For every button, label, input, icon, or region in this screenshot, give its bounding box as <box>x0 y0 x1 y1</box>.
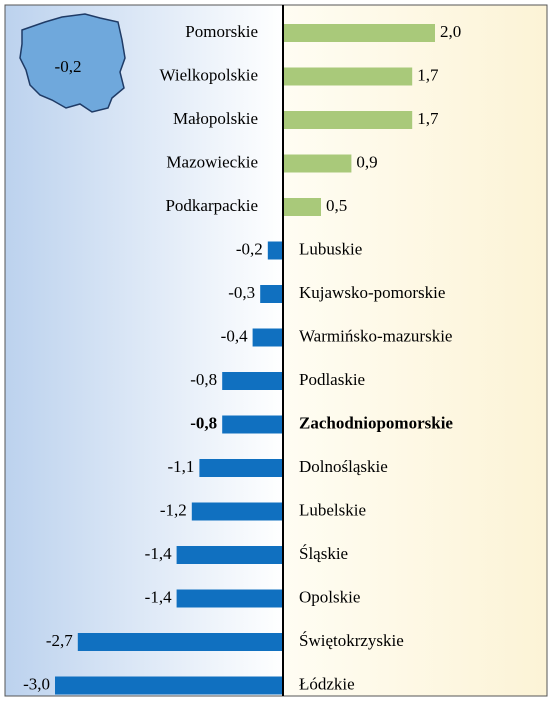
value-label: -3,0 <box>23 674 50 693</box>
frame <box>4 4 548 697</box>
value-label: 0,9 <box>356 152 377 171</box>
bar <box>222 415 283 434</box>
category-label: Śląskie <box>299 544 348 563</box>
bar <box>283 24 435 42</box>
poland-map <box>19 13 126 113</box>
bar <box>176 546 283 564</box>
value-label: -1,2 <box>160 500 187 519</box>
category-label: Podlaskie <box>299 370 365 389</box>
left-panel <box>5 5 283 696</box>
category-label: Mazowieckie <box>166 152 258 171</box>
value-label: -0,4 <box>221 326 248 345</box>
value-label: 2,0 <box>440 22 461 41</box>
bar <box>267 241 283 260</box>
category-label: Lubuskie <box>299 239 362 258</box>
category-label: Kujawsko-pomorskie <box>299 283 445 302</box>
value-label: 1,7 <box>417 65 439 84</box>
category-label: Opolskie <box>299 587 360 606</box>
bar <box>260 285 283 303</box>
category-label: Podkarpackie <box>165 196 258 215</box>
bar <box>283 198 321 216</box>
bar <box>77 633 283 651</box>
value-label: -2,7 <box>46 631 73 650</box>
value-label: -0,2 <box>236 239 263 258</box>
bar <box>252 328 283 347</box>
category-label: Małopolskie <box>173 109 258 128</box>
category-label: Łódzkie <box>299 674 355 693</box>
category-label: Wielkopolskie <box>160 65 258 84</box>
value-label: -0,8 <box>190 413 217 432</box>
category-label: Dolnośląskie <box>299 457 388 476</box>
bar <box>283 67 413 86</box>
bar <box>283 111 413 129</box>
category-label: Lubelskie <box>299 500 366 519</box>
category-label: Warmińsko-mazurskie <box>299 326 452 345</box>
value-label: 1,7 <box>417 109 439 128</box>
bar <box>283 154 352 173</box>
value-label: -1,1 <box>167 457 194 476</box>
category-label: Świętokrzyskie <box>299 631 404 650</box>
annotation: -0,2 <box>55 57 82 76</box>
value-label: -1,4 <box>145 544 172 563</box>
value-label: 0,5 <box>326 196 347 215</box>
category-label: Pomorskie <box>185 22 258 41</box>
category-label: Zachodniopomorskie <box>299 413 453 432</box>
bar <box>191 502 283 521</box>
value-label: -0,8 <box>190 370 217 389</box>
bar <box>176 589 283 608</box>
value-label: -0,3 <box>228 283 255 302</box>
value-label: -1,4 <box>145 587 172 606</box>
bar <box>222 372 283 390</box>
bar <box>55 676 283 695</box>
bar <box>199 459 283 477</box>
